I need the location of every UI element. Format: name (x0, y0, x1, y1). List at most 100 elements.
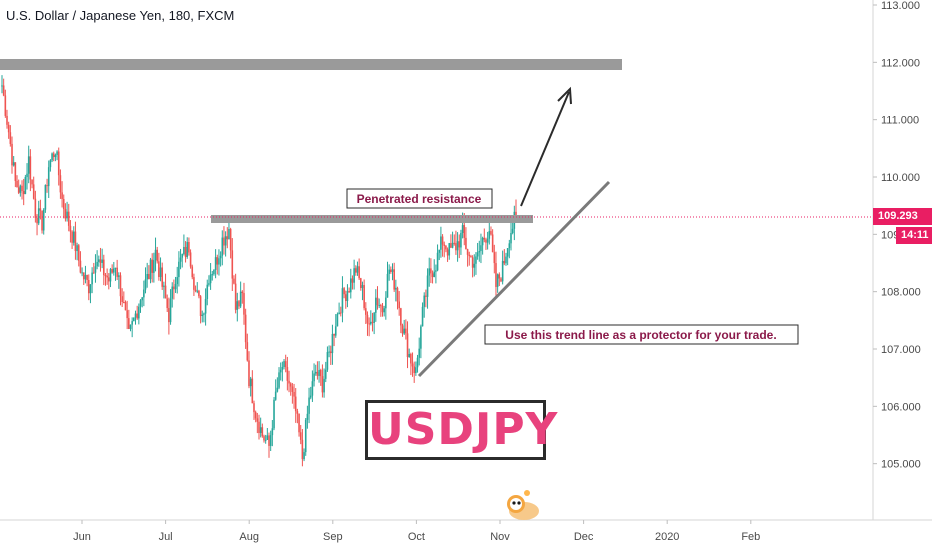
candle-body (199, 296, 202, 316)
candle-body (281, 367, 284, 370)
projection-arrow[interactable] (520, 91, 570, 207)
price-tick-label: 107.000 (881, 344, 921, 356)
candle-body (87, 279, 90, 294)
time-axis[interactable]: Jun Jul Aug Sep Oct Nov Dec 2020 Feb (73, 520, 760, 543)
candle-body (408, 353, 410, 358)
candle-body (391, 269, 394, 272)
candle-body (64, 209, 67, 219)
candle-body (353, 268, 355, 283)
candle-body (319, 369, 322, 377)
candle-body (363, 285, 365, 309)
candle-body (308, 397, 310, 414)
candle-body (461, 225, 464, 234)
candle-body (291, 386, 294, 392)
candle-body (410, 353, 412, 364)
candle-body (336, 314, 339, 327)
candle-body (31, 179, 33, 185)
candle-body (416, 357, 419, 368)
time-tick-label: Jun (73, 531, 91, 543)
candle-body (304, 419, 307, 453)
candle-body (144, 279, 147, 290)
candle-body (323, 378, 325, 393)
candle-body (258, 421, 260, 433)
candle-body (475, 256, 477, 264)
candle-body (196, 290, 199, 292)
candle-body (123, 302, 125, 304)
candle-body (189, 252, 192, 267)
candle-body (261, 427, 264, 437)
candle-body (460, 233, 462, 248)
candle-body (480, 245, 482, 251)
candle-body (89, 284, 92, 294)
candle-body (441, 236, 444, 245)
candle-body (4, 95, 7, 116)
candle-body (42, 209, 45, 231)
candle-body (500, 278, 502, 282)
candle-body (71, 231, 73, 243)
candle-body (126, 310, 128, 319)
candle-body (129, 324, 132, 329)
candle-body (168, 308, 170, 323)
candle-body (91, 272, 93, 285)
candle-body (438, 249, 441, 253)
candle-body (34, 198, 37, 218)
candle-body (67, 211, 70, 226)
candle-body (62, 198, 65, 210)
candle-body (228, 229, 230, 240)
candle-body (206, 284, 209, 299)
resistance-annotation-box[interactable] (346, 188, 493, 209)
candle-body (435, 270, 437, 272)
candle-body (331, 333, 334, 354)
candle-body (351, 278, 354, 283)
candle-body (306, 413, 309, 420)
candle-body (415, 367, 417, 374)
time-tick-label: Nov (490, 531, 510, 543)
candle-body (231, 250, 234, 279)
candle-body (188, 242, 190, 253)
candle-body (153, 260, 155, 273)
candle-body (366, 314, 369, 324)
support-trend-line[interactable] (417, 180, 611, 378)
candle-body (81, 272, 83, 274)
candle-body (413, 366, 416, 374)
candle-body (6, 115, 8, 125)
candle-body (486, 238, 489, 243)
candle-body (66, 211, 68, 219)
candle-body (11, 143, 13, 166)
candle-body (349, 278, 352, 293)
candle-body (294, 396, 297, 412)
candle-body (476, 252, 479, 257)
candle-body (86, 275, 88, 280)
candle-body (510, 233, 512, 244)
candle-body (483, 237, 486, 240)
candle-body (421, 306, 424, 327)
trend-annotation-box[interactable] (484, 324, 799, 345)
candle-body (278, 372, 280, 388)
candle-body (401, 325, 404, 334)
candle-body (203, 313, 205, 315)
resistance-annotation-text: Penetrated resistance (357, 192, 482, 206)
candle-body (166, 298, 169, 309)
candle-body (471, 257, 474, 268)
candle-body (356, 266, 359, 273)
candle-body (223, 237, 225, 246)
candle-body (481, 237, 484, 246)
penetrated-resistance-zone[interactable] (211, 215, 533, 223)
candle-series (1, 75, 517, 467)
candle-body (359, 278, 362, 289)
upper-resistance-zone[interactable] (0, 59, 622, 70)
time-tick-label: Sep (323, 531, 343, 543)
candle-body (271, 428, 274, 436)
candle-body (57, 151, 60, 176)
candle-body (321, 376, 324, 393)
candle-body (27, 156, 30, 174)
candle-body (99, 259, 102, 263)
price-tick-label: 108.000 (881, 287, 921, 299)
candle-body (425, 295, 427, 297)
candle-body (92, 272, 95, 274)
candle-body (341, 288, 344, 313)
candle-body (118, 275, 120, 277)
candle-body (455, 243, 457, 251)
candle-body (390, 269, 392, 272)
